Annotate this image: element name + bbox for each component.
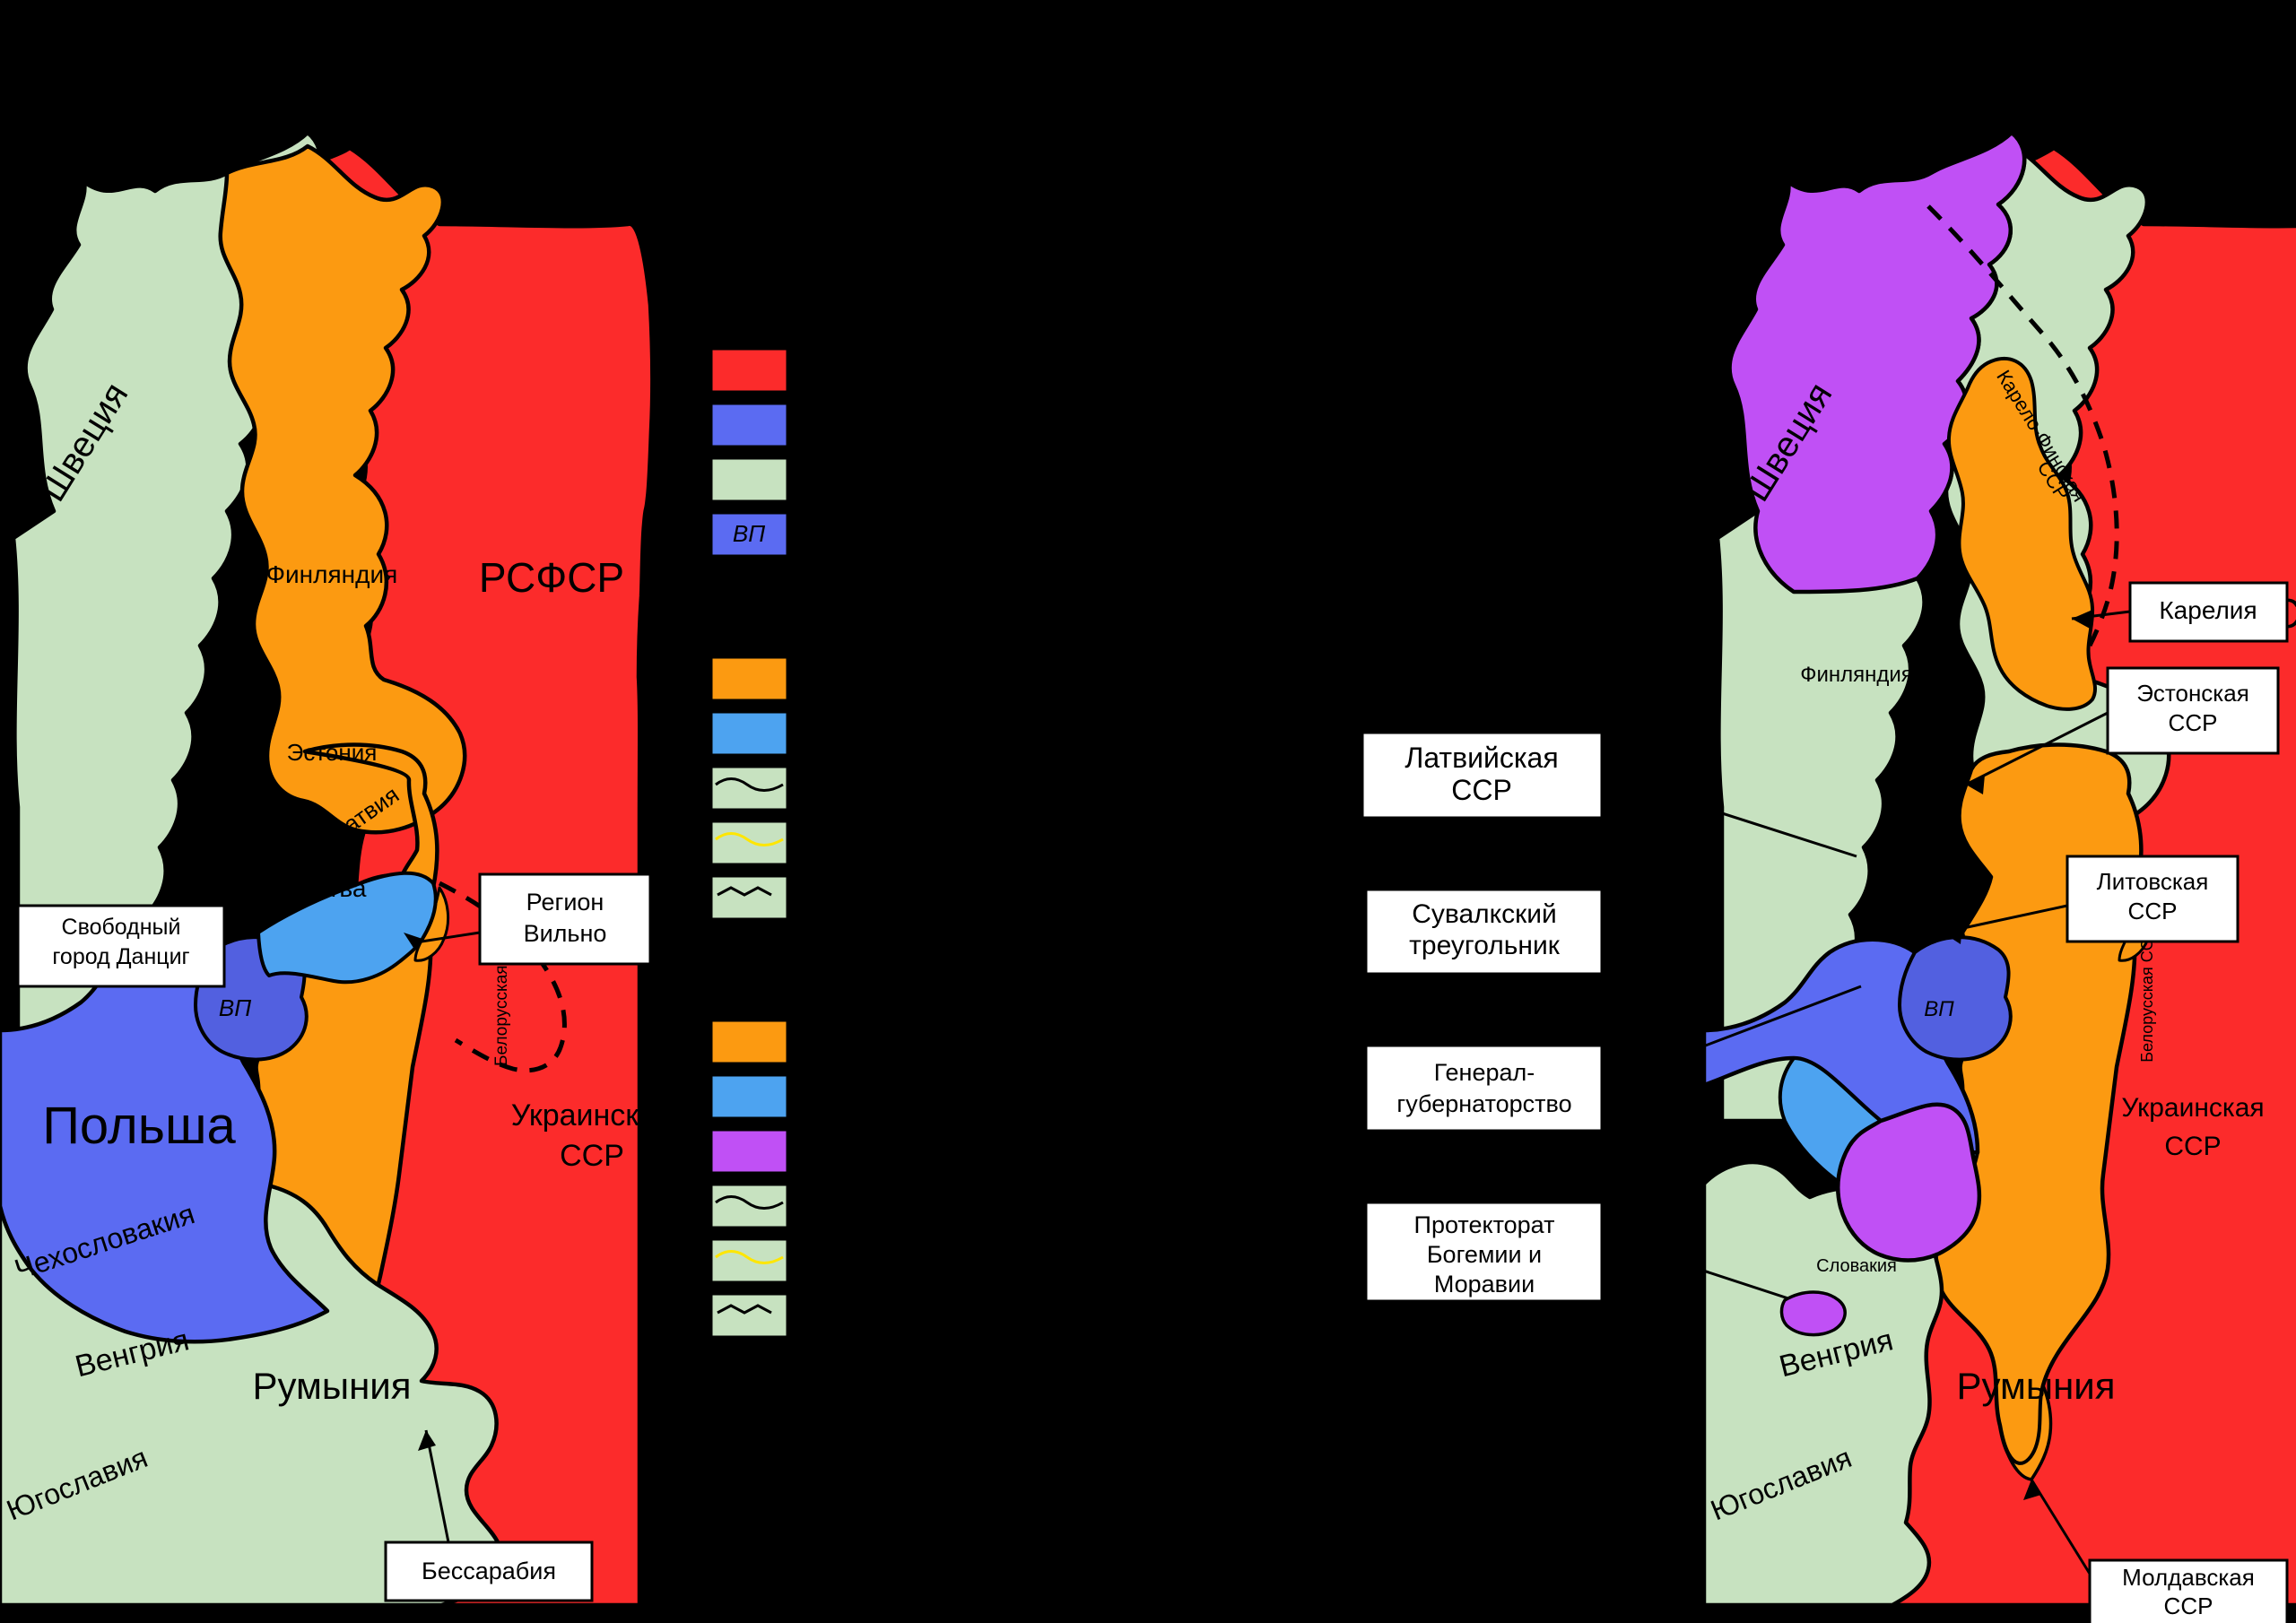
- svg-text:Румыния: Румыния: [252, 1365, 411, 1407]
- svg-text:ССР: ССР: [1451, 774, 1512, 806]
- svg-text:Латвийская: Латвийская: [1405, 742, 1558, 774]
- svg-text:ССР: ССР: [2169, 709, 2218, 736]
- svg-text:Молдавская: Молдавская: [2122, 1564, 2255, 1591]
- svg-text:Эстонская: Эстонская: [2136, 680, 2249, 707]
- svg-text:Литовская: Литовская: [2097, 868, 2209, 895]
- svg-text:треугольник: треугольник: [1409, 931, 1561, 960]
- svg-text:ССР: ССР: [2128, 898, 2178, 924]
- svg-text:Генерал-: Генерал-: [1434, 1059, 1535, 1086]
- svg-text:ССР: ССР: [2164, 1132, 2221, 1161]
- svg-text:Карелия: Карелия: [2159, 596, 2257, 624]
- svg-text:Украинская: Украинская: [511, 1098, 673, 1133]
- svg-text:Эстония: Эстония: [287, 739, 378, 766]
- svg-text:ВП: ВП: [219, 994, 251, 1021]
- svg-text:Регион: Регион: [526, 889, 604, 916]
- svg-text:Украинская: Украинская: [2121, 1093, 2264, 1123]
- svg-text:Свободный: Свободный: [62, 915, 181, 940]
- svg-text:ССР: ССР: [2164, 1593, 2213, 1619]
- svg-text:Моравии: Моравии: [1434, 1271, 1535, 1298]
- svg-text:ВП: ВП: [1924, 997, 1954, 1021]
- svg-text:Богемии и: Богемии и: [1427, 1241, 1542, 1268]
- svg-text:Финляндия: Финляндия: [1800, 663, 1913, 687]
- svg-text:Польша: Польша: [42, 1097, 236, 1155]
- svg-text:Протекторат: Протекторат: [1414, 1211, 1555, 1238]
- svg-text:Сувалкский: Сувалкский: [1412, 899, 1557, 929]
- svg-text:Вильно: Вильно: [524, 920, 607, 947]
- svg-text:Белорусская ССР: Белорусская ССР: [2138, 928, 2156, 1063]
- svg-text:ВП: ВП: [733, 520, 765, 547]
- svg-text:губернаторство: губернаторство: [1396, 1090, 1571, 1117]
- svg-text:ССР: ССР: [560, 1139, 624, 1173]
- svg-text:Словакия: Словакия: [1816, 1256, 1897, 1276]
- svg-text:Румыния: Румыния: [1956, 1365, 2115, 1407]
- svg-text:Бессарабия: Бессарабия: [422, 1558, 556, 1584]
- svg-text:Финляндия: Финляндия: [266, 560, 398, 588]
- svg-text:Литва: Литва: [298, 874, 367, 902]
- svg-text:город Данциг: город Данциг: [52, 944, 189, 969]
- svg-text:РСФСР: РСФСР: [479, 554, 624, 601]
